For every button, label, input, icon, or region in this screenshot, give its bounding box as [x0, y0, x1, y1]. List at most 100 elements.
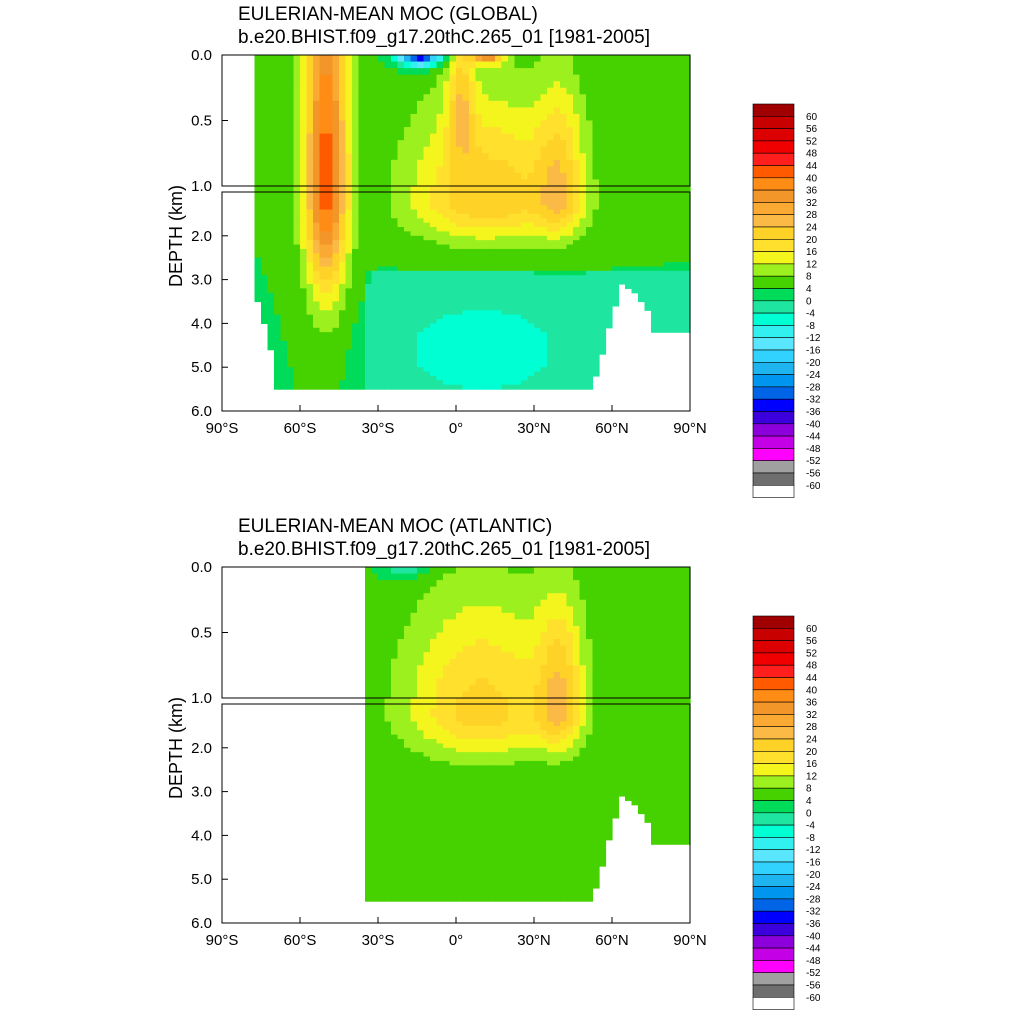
atlantic-cell [605, 612, 613, 620]
global-cell [313, 240, 321, 246]
global-cell [358, 354, 366, 360]
global-cell [644, 266, 652, 272]
atlantic-cell [410, 599, 418, 607]
global-cell [508, 367, 516, 373]
global-cell [404, 314, 412, 320]
global-cell [527, 61, 535, 69]
global-cell [423, 227, 431, 233]
global-cell [592, 81, 600, 89]
atlantic-cell [540, 632, 548, 640]
global-cell [560, 218, 568, 224]
global-cell [313, 275, 321, 281]
global-cell [521, 349, 529, 355]
atlantic-cell [423, 625, 431, 634]
global-cell [560, 266, 568, 272]
atlantic-cell [644, 665, 652, 673]
global-cell [423, 127, 431, 135]
global-cell [274, 349, 282, 355]
global-cell [521, 94, 529, 102]
global-cell [566, 55, 574, 63]
global-cell [677, 314, 685, 320]
atlantic-cell [488, 639, 496, 647]
global-cell [267, 209, 275, 215]
global-cell [397, 166, 405, 174]
global-cell [586, 107, 594, 115]
global-cell [345, 133, 353, 141]
global-cell [300, 209, 308, 215]
atlantic-cell [488, 652, 496, 660]
global-cell [521, 146, 529, 154]
global-cell [677, 186, 685, 197]
atlantic-cell [371, 639, 379, 647]
global-cell [651, 153, 659, 161]
atlantic-cell [436, 665, 444, 673]
atlantic-cell [625, 580, 633, 588]
global-cell [677, 275, 685, 281]
atlantic-cell [482, 632, 490, 640]
global-cell [449, 253, 457, 259]
global-cell [501, 200, 509, 206]
global-cell [488, 231, 496, 237]
atlantic-cell [508, 619, 516, 627]
global-cell [384, 327, 392, 333]
global-cell [423, 196, 431, 202]
global-cell [547, 172, 555, 181]
atlantic-cell [638, 619, 646, 627]
global-cell [423, 332, 431, 338]
atlantic-cell [410, 645, 418, 653]
global-cell [527, 231, 535, 237]
global-cell [579, 120, 587, 128]
colorbar-global-label: -8 [806, 321, 815, 332]
global-cell [306, 68, 314, 76]
global-cell [339, 231, 347, 237]
colorbar-global-label: 40 [806, 173, 818, 184]
global-cell [573, 349, 581, 355]
atlantic-cell [495, 599, 503, 607]
global-cell [482, 140, 490, 148]
global-cell [657, 314, 665, 320]
global-cell [280, 340, 288, 346]
global-cell [365, 270, 373, 276]
atlantic-cell [397, 593, 405, 601]
global-cell [365, 68, 373, 76]
global-cell [339, 362, 347, 368]
global-cell [313, 74, 321, 82]
global-cell [261, 288, 269, 294]
global-cell [501, 266, 509, 272]
panel-title-atlantic: EULERIAN-MEAN MOC (ATLANTIC) [238, 516, 552, 537]
global-cell [391, 196, 399, 202]
global-cell [306, 153, 314, 161]
global-cell [553, 336, 561, 342]
global-cell [644, 283, 652, 289]
global-cell [449, 100, 457, 108]
atlantic-cell [534, 612, 542, 620]
atlantic-cell [553, 619, 561, 627]
global-cell [677, 319, 685, 324]
global-cell [417, 205, 425, 211]
global-cell [280, 231, 288, 237]
global-cell [462, 94, 470, 102]
global-cell [313, 146, 321, 154]
global-cell [261, 218, 269, 224]
global-cell [261, 133, 269, 141]
atlantic-cell [651, 652, 659, 660]
global-cell [508, 244, 516, 250]
global-cell [670, 266, 678, 272]
global-cell [391, 186, 399, 197]
atlantic-cell [677, 606, 685, 614]
global-cell [365, 209, 373, 215]
global-cell [397, 186, 405, 197]
global-cell [677, 327, 685, 333]
global-cell [586, 227, 594, 233]
global-cell [514, 209, 522, 215]
global-cell [261, 100, 269, 108]
global-cell [384, 257, 392, 263]
atlantic-cell [605, 652, 613, 660]
global-cell [326, 200, 334, 206]
global-cell [462, 288, 470, 294]
global-cell [462, 146, 470, 154]
global-cell [267, 345, 275, 351]
atlantic-cell [417, 599, 425, 607]
atlantic-cell [449, 619, 457, 627]
global-cell [287, 283, 295, 289]
